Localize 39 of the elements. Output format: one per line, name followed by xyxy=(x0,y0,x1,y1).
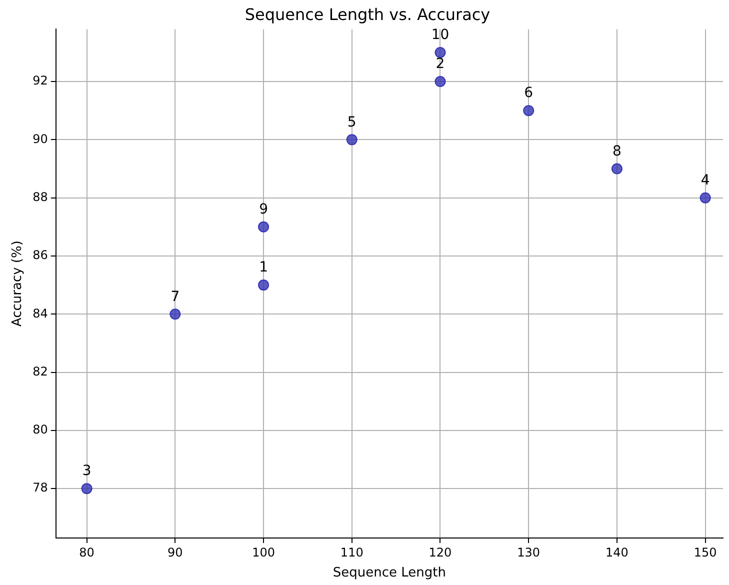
annotation: 3 xyxy=(82,463,92,480)
annotation: 4 xyxy=(700,172,710,188)
annotation: 5 xyxy=(347,114,356,130)
point xyxy=(434,46,446,58)
x-tick-label: 120 xyxy=(428,545,452,560)
x-axis-title: Sequence Length xyxy=(332,566,446,581)
y-axis-title: Accuracy (%) xyxy=(10,240,26,327)
annotation: 10 xyxy=(431,27,450,44)
point xyxy=(700,192,711,204)
x-tick-label: 100 xyxy=(252,545,275,560)
point xyxy=(434,76,446,88)
y-tick-label: 78 xyxy=(32,480,48,495)
point xyxy=(258,221,270,232)
y-tick-label: 80 xyxy=(32,422,48,437)
x-tick-label: 110 xyxy=(340,545,364,560)
point xyxy=(81,483,92,494)
x-tick-label: 80 xyxy=(79,545,94,560)
y-tick-label: 90 xyxy=(32,132,48,146)
annotation: 8 xyxy=(612,143,622,160)
y-tick-label: 84 xyxy=(32,306,48,320)
y-tick-label: 88 xyxy=(32,190,48,204)
point xyxy=(611,163,622,174)
annotation: 7 xyxy=(170,288,180,305)
chart-title: Sequence Length vs. Accuracy xyxy=(244,4,490,24)
annotation: 6 xyxy=(524,85,534,102)
x-tick-label: 150 xyxy=(694,545,717,560)
annotation: 9 xyxy=(259,202,268,218)
point xyxy=(258,280,270,291)
y-tick-label: 86 xyxy=(32,248,48,262)
point xyxy=(170,308,181,320)
point xyxy=(523,105,534,116)
y-tick-label: 82 xyxy=(32,364,48,378)
x-tick-label: 130 xyxy=(517,545,540,560)
y-tick-label: 92 xyxy=(32,74,48,88)
x-tick-label: 140 xyxy=(606,545,628,560)
x-tick-label: 90 xyxy=(168,545,183,560)
annotation: 2 xyxy=(436,56,445,72)
annotation: 1 xyxy=(259,260,268,276)
point xyxy=(346,134,358,146)
